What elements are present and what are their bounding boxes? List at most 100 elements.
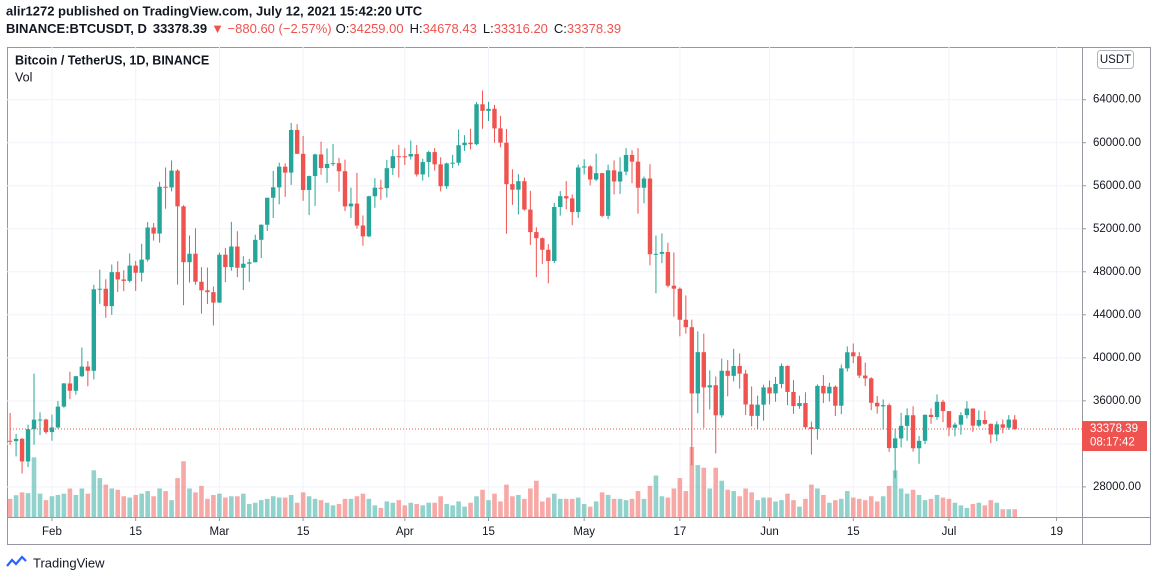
candle-body	[976, 419, 982, 426]
candle-body	[277, 166, 282, 188]
y-tick-label: 36000.00	[1093, 395, 1141, 407]
volume-bar	[904, 493, 910, 517]
volume-bar	[348, 498, 354, 517]
volume-bar	[689, 447, 695, 517]
volume-bar	[767, 497, 772, 517]
candle-body	[605, 170, 611, 216]
volume-bar	[557, 498, 563, 517]
volume-bar	[252, 502, 258, 517]
volume-bar	[19, 492, 25, 517]
y-tick-label: 60000.00	[1093, 137, 1141, 149]
volume-bar	[647, 485, 653, 517]
candle-body	[199, 281, 204, 291]
candle-body	[462, 142, 467, 146]
volume-bar	[336, 504, 342, 517]
candle-body	[988, 423, 994, 435]
volume-bar	[522, 498, 527, 517]
volume-bar	[581, 504, 587, 517]
x-tick-label: 15	[297, 526, 310, 538]
volume-bar	[73, 494, 79, 517]
candle-body	[659, 251, 665, 254]
volume-bar	[43, 500, 49, 517]
volume-bar	[958, 505, 964, 517]
candle-body	[558, 196, 563, 208]
volume-bar	[486, 500, 491, 517]
volume-bar	[815, 488, 820, 517]
candle-body	[175, 170, 180, 207]
volume-bar	[223, 497, 228, 517]
volume-bar	[7, 498, 13, 517]
volume-bar	[779, 500, 784, 517]
volume-bar	[1000, 509, 1006, 517]
candle-body	[677, 288, 683, 320]
ohlc-value: 34259.00	[349, 21, 403, 36]
volume-bar	[952, 502, 958, 517]
candle-body	[833, 386, 838, 406]
candle-body	[928, 414, 934, 418]
volume-bar	[593, 501, 599, 517]
volume-bar	[534, 480, 539, 517]
volume-bar	[623, 500, 629, 517]
candle-body	[366, 196, 372, 237]
volume-bar	[862, 500, 868, 517]
volume-bar	[725, 489, 730, 517]
candle-body	[474, 104, 479, 145]
volume-bar	[599, 492, 605, 517]
volume-bar	[294, 502, 300, 517]
candle-body	[217, 254, 222, 303]
volume-bar	[288, 494, 294, 517]
candle-body	[623, 154, 629, 172]
candle-body	[468, 142, 473, 145]
volume-bar	[868, 496, 874, 517]
x-tick-label: May	[573, 526, 595, 538]
volume-bar	[510, 496, 515, 517]
volume-bar	[330, 505, 336, 517]
candle-body	[312, 154, 318, 177]
volume-bar	[474, 496, 479, 517]
volume-bar	[282, 497, 288, 517]
candle-body	[426, 152, 431, 163]
volume-bar	[25, 493, 31, 517]
candle-body	[880, 405, 886, 407]
candle-body	[952, 424, 958, 428]
candle-body	[892, 438, 898, 449]
candle-body	[372, 187, 378, 197]
candle-body	[348, 203, 354, 207]
volume-bar	[665, 497, 671, 517]
candle-body	[49, 427, 55, 433]
candle-body	[97, 288, 102, 290]
candle-body	[587, 166, 593, 180]
candle-body	[940, 401, 946, 412]
volume-bar	[444, 504, 449, 517]
chart-frame	[7, 47, 1151, 545]
candle-body	[581, 166, 587, 168]
candle-body	[109, 272, 114, 307]
volume-bar	[67, 488, 73, 517]
volume-bar	[785, 493, 790, 517]
candle-body	[857, 356, 862, 376]
volume-bar	[839, 498, 844, 517]
candle-body	[450, 162, 455, 164]
candle-body	[247, 262, 252, 264]
candle-body	[504, 142, 509, 185]
candle-body	[456, 145, 461, 163]
candle-body	[725, 370, 730, 376]
candle-body	[695, 352, 700, 394]
volume-bar	[229, 496, 234, 517]
candle-body	[570, 198, 575, 213]
candle-body	[79, 366, 85, 377]
candle-body	[875, 402, 880, 407]
volume-bar	[145, 491, 150, 517]
candle-body	[19, 438, 25, 462]
volume-bar	[659, 496, 665, 517]
candle-body	[916, 440, 922, 449]
candle-body	[265, 197, 270, 225]
candle-body	[540, 238, 545, 250]
candle-body	[31, 419, 37, 430]
candle-body	[402, 156, 407, 158]
volume-bar	[701, 467, 707, 517]
volume-bar	[671, 488, 677, 517]
candle-body	[223, 254, 228, 268]
volume-bar	[803, 498, 808, 517]
volume-bar	[133, 494, 138, 517]
